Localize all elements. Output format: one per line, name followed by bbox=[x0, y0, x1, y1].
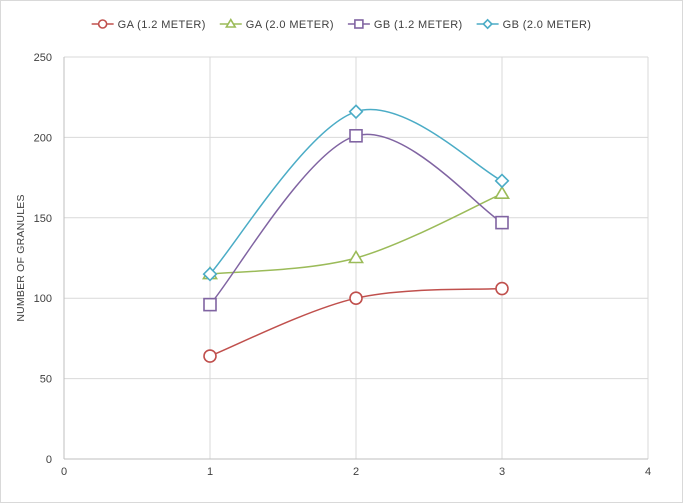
data-point-ga-2-0-meter bbox=[493, 185, 511, 199]
data-point-ga-1-2-meter bbox=[349, 291, 363, 306]
axes bbox=[63, 57, 648, 460]
legend-label: GB (2.0 METER) bbox=[503, 19, 592, 31]
series-markers bbox=[201, 104, 511, 363]
data-point-ga-1-2-meter bbox=[203, 349, 217, 363]
legend-item-ga-1-2-meter: GA (1.2 METER) bbox=[91, 19, 206, 31]
data-point-ga-2-0-meter bbox=[347, 249, 365, 264]
y-axis-title: NUMBER OF GRANULES bbox=[15, 194, 27, 321]
legend-marker bbox=[224, 18, 237, 28]
y-tick-label: 100 bbox=[34, 293, 52, 305]
data-point-ga-1-2-meter bbox=[495, 281, 509, 296]
y-tick-label: 200 bbox=[34, 132, 52, 144]
y-tick-label: 50 bbox=[40, 374, 52, 386]
y-tick-label: 0 bbox=[46, 454, 52, 466]
x-tick-label: 2 bbox=[353, 466, 359, 478]
legend: GA (1.2 METER) GA (2.0 METER) GB (1.2 METE… bbox=[91, 18, 592, 31]
data-point-gb-2-0-meter bbox=[202, 266, 218, 282]
data-point-gb-1-2-meter bbox=[349, 128, 363, 143]
legend-marker bbox=[97, 19, 108, 29]
legend-marker bbox=[354, 19, 364, 29]
y-tick-label: 150 bbox=[34, 213, 52, 225]
y-tick-label: 250 bbox=[34, 52, 52, 64]
y-axis-ticks: 0 50 100 150 200 250 bbox=[34, 52, 52, 466]
x-axis-ticks: 0 1 2 3 4 bbox=[61, 466, 651, 478]
data-point-gb-2-0-meter bbox=[494, 173, 510, 189]
legend-label: GA (1.2 METER) bbox=[118, 19, 206, 31]
data-point-gb-1-2-meter bbox=[203, 297, 217, 312]
legend-label: GA (2.0 METER) bbox=[246, 19, 334, 31]
legend-item-gb-2-0-meter: GB (2.0 METER) bbox=[476, 18, 592, 31]
legend-marker bbox=[482, 18, 493, 30]
data-point-gb-1-2-meter bbox=[495, 215, 509, 230]
x-tick-label: 3 bbox=[499, 466, 505, 478]
grid bbox=[64, 56, 649, 459]
legend-label: GB (1.2 METER) bbox=[374, 19, 463, 31]
x-tick-label: 0 bbox=[61, 466, 67, 478]
legend-item-ga-2-0-meter: GA (2.0 METER) bbox=[219, 18, 334, 31]
x-tick-label: 1 bbox=[207, 466, 213, 478]
legend-item-gb-1-2-meter: GB (1.2 METER) bbox=[347, 19, 463, 31]
data-point-gb-2-0-meter bbox=[348, 104, 364, 120]
x-tick-label: 4 bbox=[645, 466, 651, 478]
